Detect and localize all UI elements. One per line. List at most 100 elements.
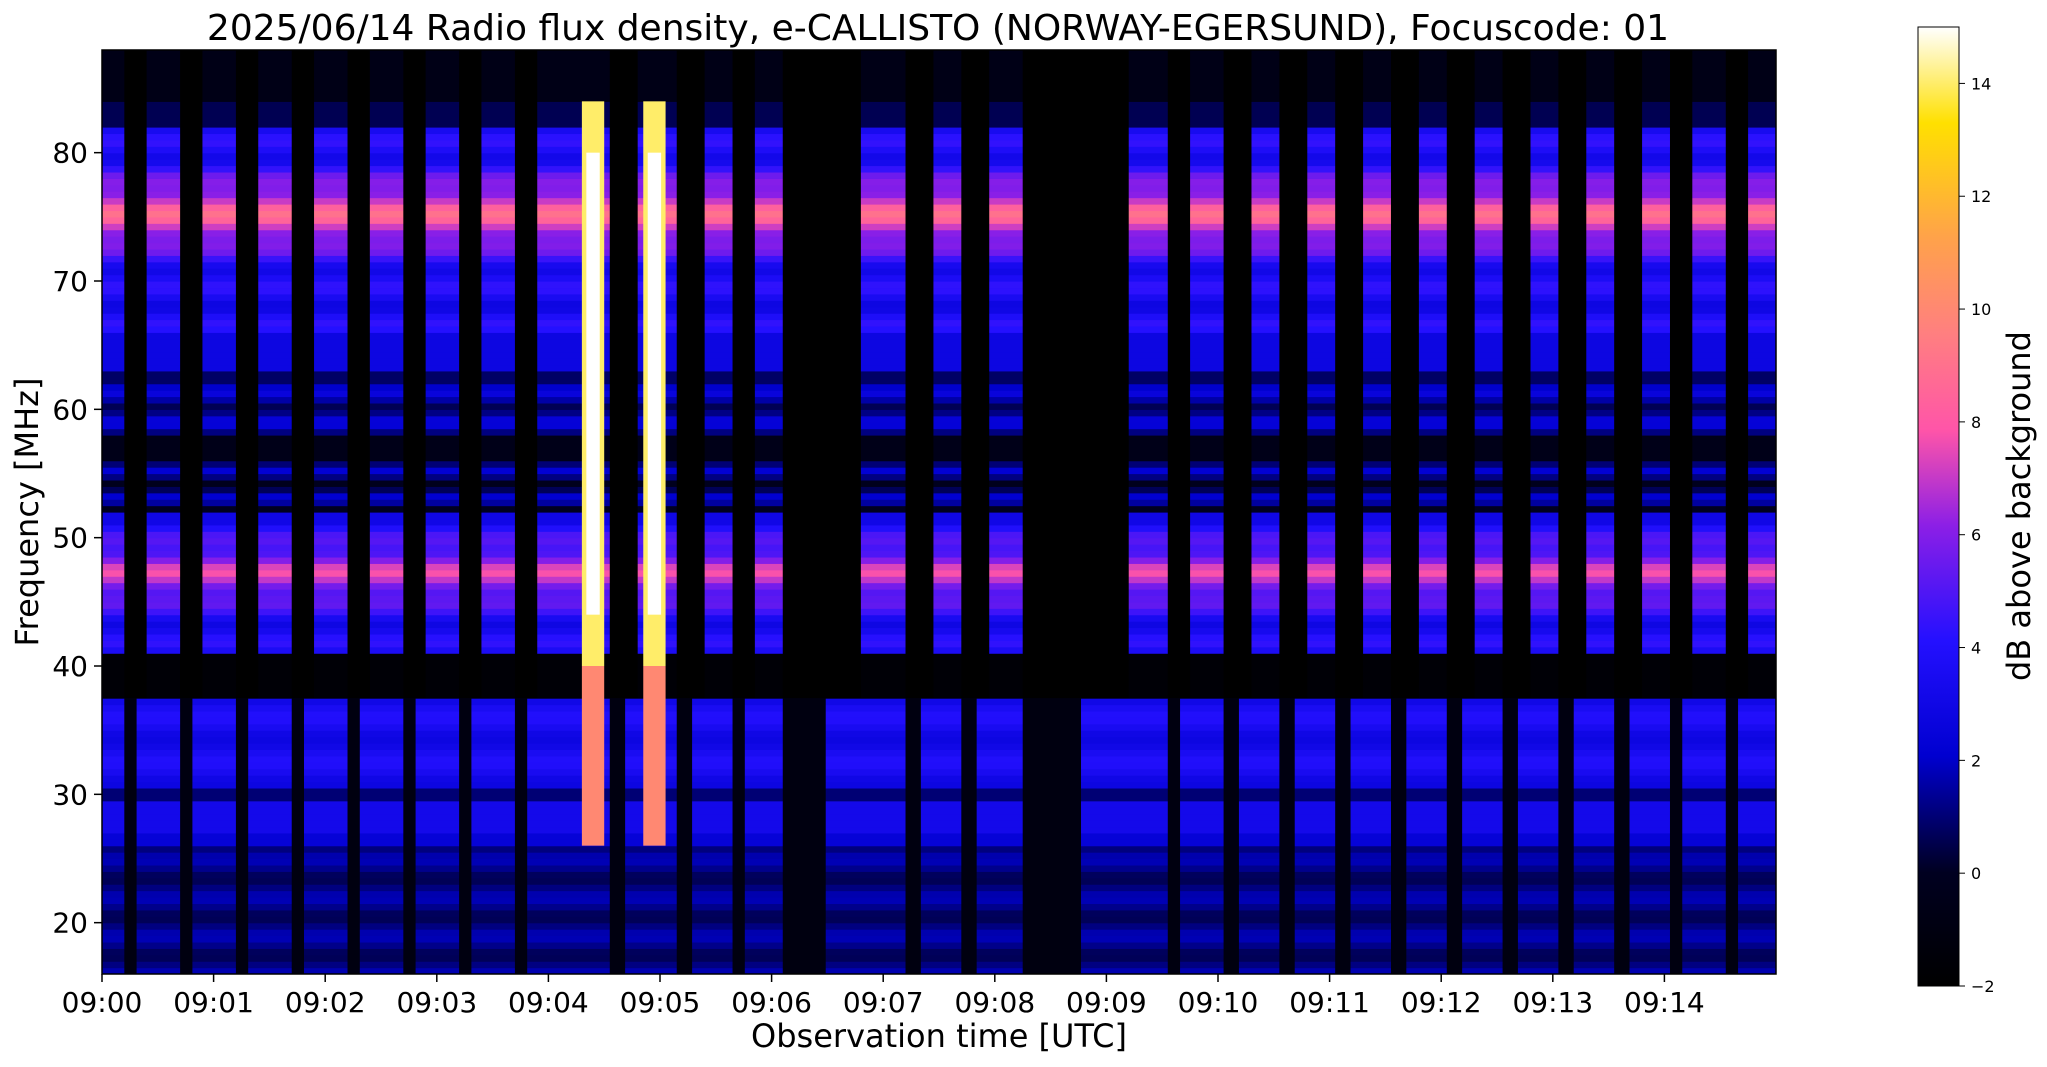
frequency-band — [102, 107, 1776, 115]
frequency-band — [102, 505, 1776, 513]
frequency-band — [102, 794, 1776, 802]
frequency-band — [102, 621, 1776, 629]
frequency-band — [102, 50, 1776, 58]
frequency-band — [102, 467, 1776, 475]
frequency-band — [102, 197, 1776, 205]
frequency-band — [102, 743, 1776, 751]
frequency-band — [102, 646, 1776, 654]
gap-column-upper — [347, 50, 370, 699]
gap-column-upper — [1446, 50, 1475, 699]
frequency-band — [102, 864, 1776, 872]
gap-column-lower — [961, 698, 977, 974]
frequency-band — [102, 608, 1776, 616]
frequency-band — [102, 935, 1776, 943]
frequency-band — [102, 133, 1776, 141]
frequency-band — [102, 82, 1776, 90]
frequency-band — [102, 62, 1776, 70]
gap-column-lower — [1669, 698, 1683, 974]
x-tick-label: 09:08 — [954, 986, 1035, 1019]
frequency-band — [102, 569, 1776, 577]
frequency-band — [102, 640, 1776, 648]
x-tick-label: 09:02 — [285, 986, 366, 1019]
frequency-band — [102, 146, 1776, 154]
x-axis: 09:00 09:01 09:02 09:03 09:04 09:05 09:06 09:07… — [62, 974, 1705, 1019]
frequency-band — [102, 691, 1776, 699]
frequency-band — [102, 781, 1776, 789]
frequency-band — [102, 204, 1776, 212]
x-tick-label: 09:14 — [1624, 986, 1705, 1019]
x-tick-label: 09:10 — [1178, 986, 1259, 1019]
spectrogram-plot-area — [102, 50, 1776, 974]
gap-column-lower — [676, 698, 693, 974]
gap-column-upper — [1279, 50, 1308, 699]
frequency-band — [102, 666, 1776, 674]
colorbar-tick-label: 10 — [1971, 300, 1991, 319]
frequency-band — [102, 877, 1776, 885]
frequency-band — [102, 178, 1776, 186]
frequency-band — [102, 120, 1776, 128]
x-tick-label: 09:05 — [620, 986, 701, 1019]
gap-column-lower — [235, 698, 249, 974]
frequency-band — [102, 402, 1776, 410]
gap-column-upper — [459, 50, 482, 699]
frequency-band — [102, 171, 1776, 179]
gap-column-lower — [1725, 698, 1739, 974]
frequency-band — [102, 775, 1776, 783]
frequency-band — [102, 948, 1776, 956]
frequency-band — [102, 787, 1776, 795]
gap-column-upper — [1502, 50, 1531, 699]
y-tick-label: 20 — [52, 907, 88, 940]
frequency-band — [102, 159, 1776, 167]
x-tick-label: 09:00 — [62, 986, 143, 1019]
frequency-band — [102, 88, 1776, 96]
frequency-band — [102, 858, 1776, 866]
gap-column-lower — [124, 698, 137, 974]
frequency-band — [102, 492, 1776, 500]
burst-column-peak — [647, 152, 662, 615]
colorbar: −2 0 2 4 6 8 10 12 14 dB above background — [1917, 26, 2038, 996]
frequency-band — [102, 486, 1776, 494]
frequency-band — [102, 531, 1776, 539]
gap-column-upper — [1614, 50, 1643, 699]
frequency-band — [102, 223, 1776, 231]
gap-column-lower — [1022, 698, 1082, 974]
gap-column-lower — [1614, 698, 1630, 974]
colorbar-tick-label: 4 — [1971, 639, 1981, 658]
colorbar-tick-label: 0 — [1971, 864, 1981, 883]
colorbar-tick-label: 6 — [1971, 526, 1981, 545]
frequency-band — [102, 730, 1776, 738]
frequency-band — [102, 845, 1776, 853]
y-tick-label: 40 — [52, 650, 88, 683]
frequency-band — [102, 165, 1776, 173]
frequency-band — [102, 871, 1776, 879]
frequency-band — [102, 332, 1776, 340]
gap-column-lower — [180, 698, 193, 974]
frequency-band — [102, 499, 1776, 507]
frequency-band — [102, 287, 1776, 295]
frequency-band — [102, 274, 1776, 282]
gap-column-lower — [1502, 698, 1518, 974]
frequency-band — [102, 832, 1776, 840]
frequency-band — [102, 56, 1776, 64]
y-tick-label: 30 — [52, 778, 88, 811]
y-axis-label: Frequency [MHz] — [8, 378, 46, 647]
frequency-band — [102, 659, 1776, 667]
frequency-band — [102, 281, 1776, 289]
gap-column-lower — [459, 698, 472, 974]
frequency-band — [102, 723, 1776, 731]
x-tick-label: 09:13 — [1512, 986, 1593, 1019]
frequency-band — [102, 839, 1776, 847]
gap-column-upper — [180, 50, 203, 699]
frequency-band — [102, 685, 1776, 693]
frequency-band — [102, 236, 1776, 244]
frequency-band — [102, 717, 1776, 725]
x-tick-label: 09:09 — [1066, 986, 1147, 1019]
frequency-band — [102, 755, 1776, 763]
gap-column-upper — [905, 50, 934, 699]
gap-column-lower — [291, 698, 304, 974]
frequency-band — [102, 633, 1776, 641]
frequency-band — [102, 941, 1776, 949]
x-tick-label: 09:04 — [508, 986, 589, 1019]
frequency-band — [102, 537, 1776, 545]
frequency-band — [102, 512, 1776, 520]
